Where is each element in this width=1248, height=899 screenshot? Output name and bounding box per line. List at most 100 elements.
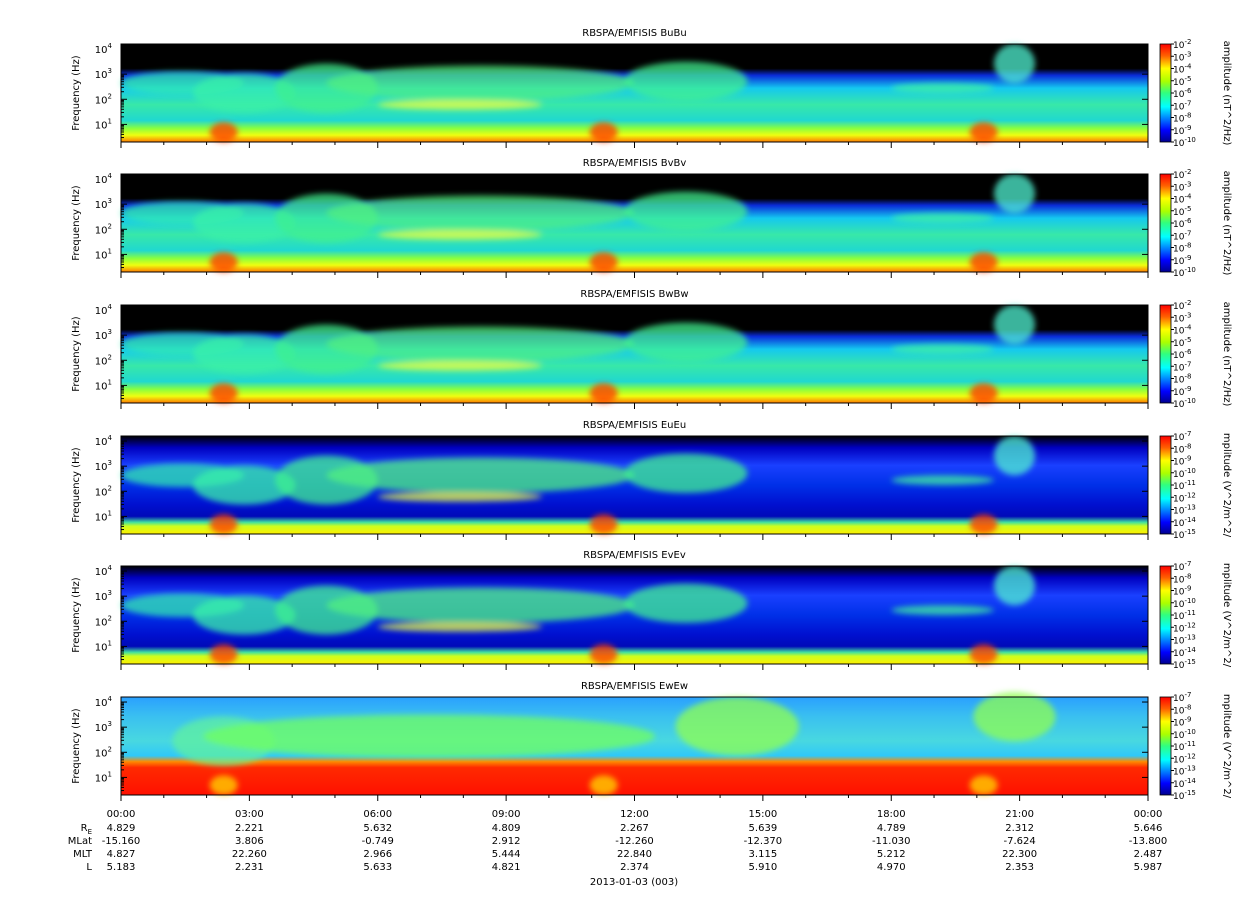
ephemeris-value: 4.827 bbox=[107, 849, 136, 860]
y-tick-label: 102 bbox=[95, 92, 112, 106]
colorbar-gradient bbox=[1159, 696, 1172, 796]
ephemeris-row-label: L bbox=[86, 862, 92, 873]
y-tick-label: 103 bbox=[95, 67, 112, 81]
colorbar-tick-label: 10-4 bbox=[1173, 324, 1192, 337]
ephemeris-value: 5.632 bbox=[363, 823, 392, 834]
colorbar-tick-label: 10-2 bbox=[1173, 299, 1191, 312]
colorbar-tick-label: 10-7 bbox=[1173, 360, 1191, 373]
colorbar-tick-label: 10-10 bbox=[1173, 397, 1196, 410]
ephemeris-value: 4.809 bbox=[492, 823, 521, 834]
y-tick-label: 104 bbox=[95, 564, 113, 578]
y-tick-label: 102 bbox=[95, 484, 112, 498]
ephemeris-value: 2.374 bbox=[620, 862, 649, 873]
colorbar-tick-label: 10-5 bbox=[1173, 75, 1191, 88]
x-tick-label: 00:00 bbox=[1134, 809, 1163, 820]
y-tick-label: 102 bbox=[95, 614, 112, 628]
colorbar-label: amplitude (nT^2/Hz) bbox=[1221, 41, 1232, 146]
y-tick-label: 101 bbox=[95, 117, 112, 131]
ephemeris-value: 22.260 bbox=[232, 849, 267, 860]
ephemeris-value: -13.800 bbox=[1129, 836, 1168, 847]
colorbar-tick-label: 10-7 bbox=[1173, 560, 1191, 573]
y-axis-label: Frequency (Hz) bbox=[71, 447, 82, 523]
colorbar-tick-label: 10-9 bbox=[1173, 124, 1191, 137]
colorbar-tick-label: 10-10 bbox=[1173, 728, 1196, 741]
colorbar-tick-label: 10-9 bbox=[1173, 585, 1191, 598]
panel-title: RBSPA/EMFISIS EuEu bbox=[583, 420, 686, 431]
colorbar-tick-label: 10-9 bbox=[1173, 716, 1191, 729]
ephemeris-value: 4.970 bbox=[877, 862, 906, 873]
y-tick-label: 104 bbox=[95, 303, 113, 317]
x-tick-label: 03:00 bbox=[235, 809, 264, 820]
spectral-features bbox=[121, 44, 1036, 142]
colorbar-tick-label: 10-11 bbox=[1173, 479, 1196, 492]
x-tick-label: 21:00 bbox=[1005, 809, 1034, 820]
y-tick-label: 103 bbox=[95, 328, 112, 342]
ephemeris-value: -11.030 bbox=[872, 836, 911, 847]
y-tick-label: 103 bbox=[95, 459, 112, 473]
panels: RBSPA/EMFISIS BuBu Frequency (Hz) 101 102 10… bbox=[71, 28, 1232, 802]
colorbar-tick-label: 10-8 bbox=[1173, 703, 1191, 716]
colorbar-tick-label: 10-11 bbox=[1173, 740, 1196, 753]
colorbar-tick-label: 10-12 bbox=[1173, 491, 1196, 504]
colorbar-label: mplitude (V^2/m^2/ bbox=[1221, 563, 1232, 668]
ephemeris-value: 5.639 bbox=[749, 823, 778, 834]
y-tick-label: 103 bbox=[95, 197, 112, 211]
ephemeris-value: 2.312 bbox=[1005, 823, 1034, 834]
colorbar: 10-1510-1410-1310-1210-1110-1010-910-810… bbox=[1159, 560, 1232, 671]
colorbar-tick-label: 10-5 bbox=[1173, 336, 1191, 349]
colorbar-label: amplitude (nT^2/Hz) bbox=[1221, 302, 1232, 407]
ephemeris-value: 5.910 bbox=[749, 862, 778, 873]
colorbar-tick-label: 10-14 bbox=[1173, 646, 1196, 659]
colorbar-tick-label: 10-11 bbox=[1173, 609, 1196, 622]
colorbar-tick-label: 10-8 bbox=[1173, 242, 1191, 255]
x-tick-label: 18:00 bbox=[877, 809, 906, 820]
y-tick-label: 104 bbox=[95, 172, 113, 186]
ephemeris-value: 5.212 bbox=[877, 849, 906, 860]
spectrogram-panel-5: RBSPA/EMFISIS EvEv Frequency (Hz) 101 102 10… bbox=[71, 550, 1232, 671]
y-tick-label: 101 bbox=[95, 247, 112, 261]
ephemeris-row-label: MLT bbox=[73, 849, 93, 860]
spectrogram-panel-4: RBSPA/EMFISIS EuEu Frequency (Hz) 101 102 10… bbox=[71, 420, 1232, 541]
panel-title: RBSPA/EMFISIS EwEw bbox=[581, 681, 688, 692]
ephemeris-value: 3.115 bbox=[749, 849, 778, 860]
colorbar-tick-label: 10-3 bbox=[1173, 180, 1191, 193]
y-axis-label: Frequency (Hz) bbox=[71, 577, 82, 653]
colorbar-label: mplitude (V^2/m^2/ bbox=[1221, 433, 1232, 538]
y-tick-label: 101 bbox=[95, 770, 112, 784]
y-axis-label: Frequency (Hz) bbox=[71, 708, 82, 784]
spectral-features bbox=[121, 174, 1036, 272]
x-tick-label: 06:00 bbox=[363, 809, 392, 820]
ephemeris-value: 5.633 bbox=[363, 862, 392, 873]
ephemeris-value: -15.160 bbox=[102, 836, 141, 847]
colorbar-tick-label: 10-15 bbox=[1173, 528, 1196, 541]
colorbar-gradient bbox=[1159, 435, 1172, 535]
y-tick-label: 104 bbox=[95, 695, 113, 709]
ephemeris-value: 5.183 bbox=[107, 862, 136, 873]
colorbar-tick-label: 10-2 bbox=[1173, 38, 1191, 51]
y-tick-label: 101 bbox=[95, 639, 112, 653]
y-axis-label: Frequency (Hz) bbox=[71, 316, 82, 392]
colorbar-tick-label: 10-13 bbox=[1173, 634, 1196, 647]
colorbar-tick-label: 10-6 bbox=[1173, 217, 1192, 230]
y-tick-label: 101 bbox=[95, 509, 112, 523]
colorbar-tick-label: 10-14 bbox=[1173, 516, 1196, 529]
colorbar-tick-label: 10-9 bbox=[1173, 385, 1191, 398]
ephemeris-value: 5.987 bbox=[1134, 862, 1163, 873]
spectral-features bbox=[172, 692, 1056, 795]
colorbar-tick-label: 10-10 bbox=[1173, 467, 1196, 480]
colorbar-gradient bbox=[1159, 43, 1172, 143]
panel-title: RBSPA/EMFISIS EvEv bbox=[583, 550, 686, 561]
spectral-features bbox=[121, 305, 1036, 404]
colorbar-tick-label: 10-4 bbox=[1173, 193, 1192, 206]
ephemeris-value: -0.749 bbox=[362, 836, 394, 847]
colorbar: 10-1510-1410-1310-1210-1110-1010-910-810… bbox=[1159, 691, 1232, 802]
ephemeris-value: 22.840 bbox=[617, 849, 652, 860]
x-tick-label: 09:00 bbox=[492, 809, 521, 820]
panel-title: RBSPA/EMFISIS BvBv bbox=[583, 158, 687, 169]
ephemeris-value: -12.260 bbox=[615, 836, 654, 847]
x-tick-label: 00:00 bbox=[107, 809, 136, 820]
colorbar-tick-label: 10-5 bbox=[1173, 205, 1191, 218]
ephemeris-value: 2.966 bbox=[363, 849, 392, 860]
colorbar-tick-label: 10-10 bbox=[1173, 266, 1196, 279]
colorbar-tick-label: 10-9 bbox=[1173, 254, 1191, 267]
